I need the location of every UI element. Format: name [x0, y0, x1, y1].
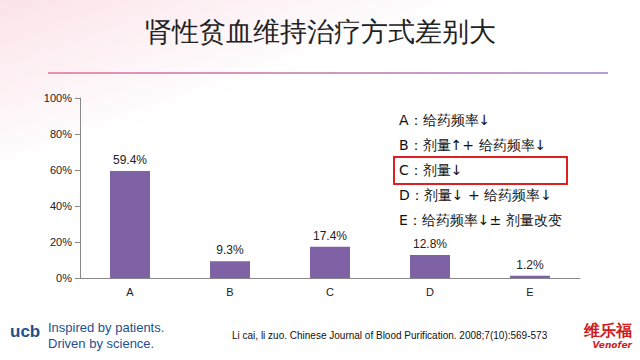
svg-text:60%: 60%: [50, 164, 72, 176]
svg-text:1.2%: 1.2%: [516, 258, 544, 272]
html-text:B：剂量↑+ 给药频率↓: B：剂量↑+ 给药频率↓: [399, 137, 547, 153]
html-text:肾性贫血维持治疗方式差别大: 肾性贫血维持治疗方式差别大: [144, 16, 496, 47]
html-text:E：给药频率↓± 剂量改变: E：给药频率↓± 剂量改变: [399, 212, 562, 228]
html-text:D：剂量↓ + 给药频率↓: D：剂量↓ + 给药频率↓: [399, 187, 552, 203]
svg-text:C: C: [326, 286, 334, 298]
svg-text:A: A: [126, 286, 134, 298]
svg-text:20%: 20%: [50, 236, 72, 248]
svg-text:9.3%: 9.3%: [216, 243, 244, 257]
svg-text:B: B: [226, 286, 233, 298]
html-text:ucb: ucb: [10, 322, 41, 341]
svg-text:12.8%: 12.8%: [413, 237, 447, 251]
html-text:Venofer: Venofer: [592, 340, 632, 350]
html-text:A：给药频率↓: A：给药频率↓: [399, 112, 491, 128]
html-text:Driven by science.: Driven by science.: [48, 336, 155, 351]
svg-text:40%: 40%: [50, 200, 72, 212]
html-text:C：剂量↓: C：剂量↓: [399, 162, 463, 178]
svg-text:80%: 80%: [50, 128, 72, 140]
svg-text:D: D: [426, 286, 434, 298]
html-text:Inspired by patients.: Inspired by patients.: [48, 320, 165, 335]
html-text:维乐福: 维乐福: [584, 321, 632, 340]
svg-text:0%: 0%: [56, 272, 72, 284]
html-text:Li cai, li zuo. Chinese Journa: Li cai, li zuo. Chinese Journal of Blood…: [232, 330, 548, 341]
svg-text:17.4%: 17.4%: [313, 229, 347, 243]
svg-text:100%: 100%: [44, 92, 72, 104]
svg-text:59.4%: 59.4%: [113, 153, 147, 167]
svg-text:E: E: [526, 286, 533, 298]
